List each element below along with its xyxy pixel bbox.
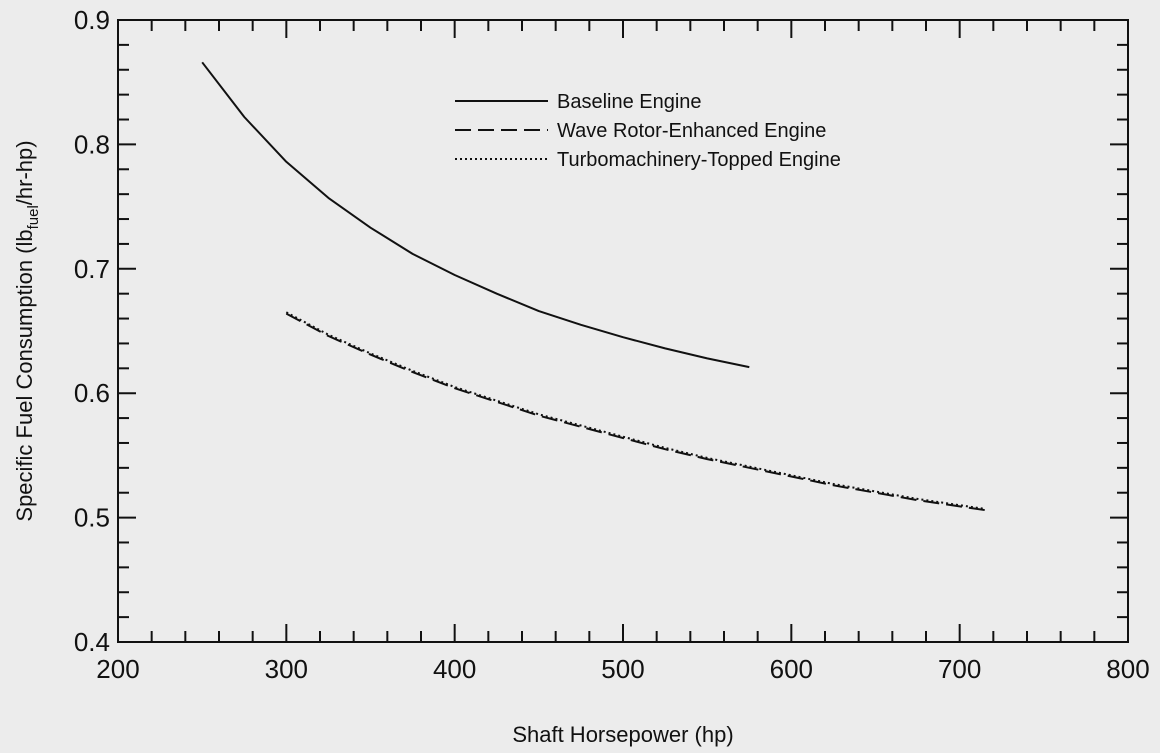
y-tick-label: 0.8 <box>74 129 110 159</box>
y-axis-title-suffix: /hr-hp) <box>12 140 37 205</box>
legend-label: Turbomachinery-Topped Engine <box>557 149 841 171</box>
series-line-solid <box>201 61 750 369</box>
y-tick-label: 0.6 <box>74 378 110 408</box>
x-tick-label: 400 <box>433 654 476 684</box>
y-axis-title-prefix: Specific Fuel Consumption (lb <box>12 229 37 521</box>
x-tick-label: 800 <box>1106 654 1149 684</box>
tick-labels: 200 300 400 500 600 700 800 0.4 0.5 0.6 0.7 0.8 0.9 <box>74 5 1150 684</box>
y-tick-label: 0.4 <box>74 627 110 657</box>
legend: Baseline Engine Wave Rotor-Enhanced Engin… <box>455 91 841 171</box>
plot-frame <box>117 19 1129 643</box>
x-tick-label: 300 <box>265 654 308 684</box>
y-tick-label: 0.7 <box>74 254 110 284</box>
series-lines <box>201 61 986 512</box>
y-tick-label: 0.5 <box>74 503 110 533</box>
x-tick-label: 700 <box>938 654 981 684</box>
x-tick-label: 600 <box>770 654 813 684</box>
legend-label: Baseline Engine <box>557 91 702 113</box>
x-tick-label: 500 <box>601 654 644 684</box>
series-line-dotted <box>285 311 986 510</box>
legend-label: Wave Rotor-Enhanced Engine <box>557 120 826 142</box>
y-tick-label: 0.9 <box>74 5 110 35</box>
x-axis-title: Shaft Horsepower (hp) <box>512 722 733 747</box>
axis-ticks <box>117 19 1129 643</box>
series-line-dashed <box>285 312 986 512</box>
y-axis-title-subscript: fuel <box>25 205 42 229</box>
x-tick-label: 200 <box>96 654 139 684</box>
y-axis-title: Specific Fuel Consumption (lbfuel/hr-hp) <box>12 140 42 521</box>
